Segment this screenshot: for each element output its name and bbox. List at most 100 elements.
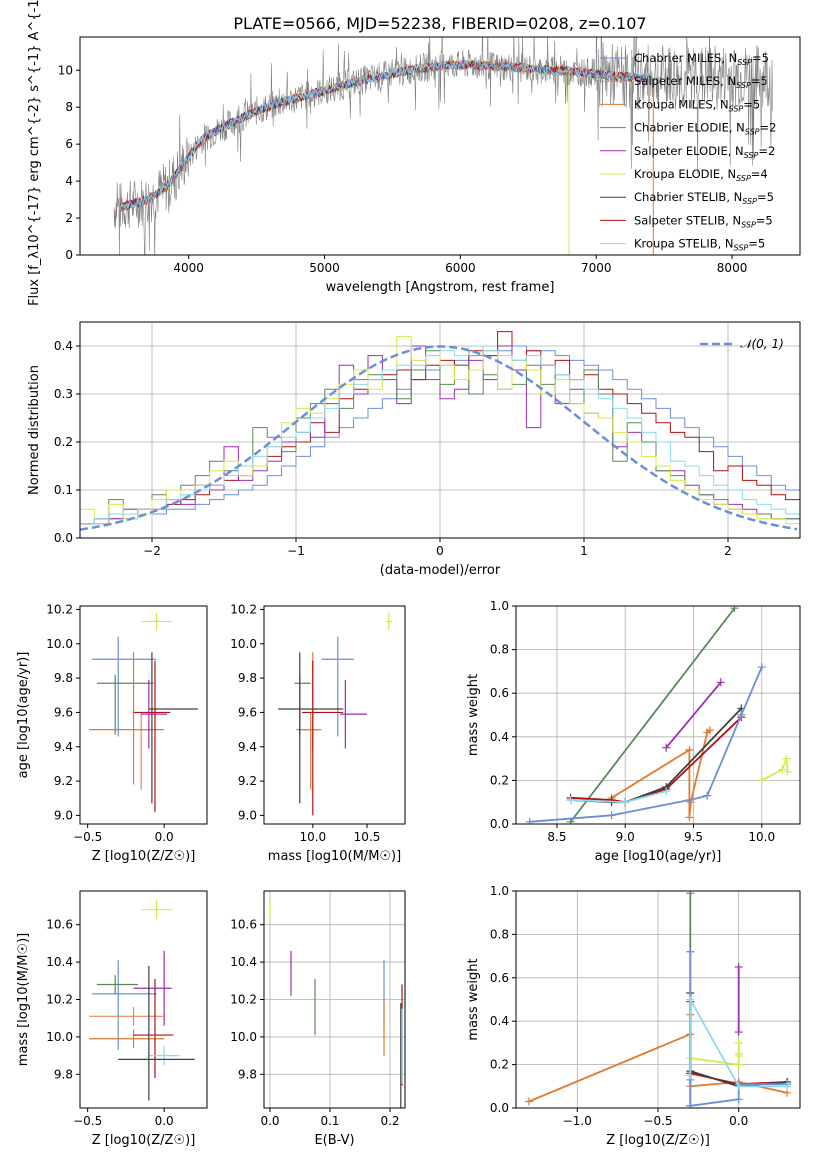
weight-marker-kroupa_stelib: [566, 796, 575, 805]
weight-marker-chabrier_miles: [685, 796, 694, 805]
y-tick-label: 10.4: [46, 955, 73, 969]
y-tick-label: 1.0: [490, 884, 509, 898]
y-tick-label: 4: [65, 174, 73, 188]
weight-marker-kroupa_stelib: [662, 787, 671, 796]
y-axis-label: mass [log10(M/M☉)]: [16, 933, 31, 1066]
chart-mass_vs_Z: −0.5 0.0 9.8 10.0 10.2 10.4 10.6 Z [log10(Z/Z☉)…: [16, 890, 208, 1148]
x-axis-label: mass [log10(M/M☉)]: [268, 849, 401, 864]
weight-marker-kroupa_stelib: [686, 1071, 695, 1080]
x-tick-label: 10.0: [299, 830, 326, 844]
spectrum-data: [113, 37, 773, 255]
weight-marker-kroupa_elodie: [757, 776, 766, 785]
weight-line-kroupa_stelib: [689, 996, 788, 1088]
legend-entry-label: Salpeter STELIB, NSSP=5: [634, 213, 773, 229]
weight-marker-kroupa_elodie: [783, 767, 792, 776]
y-tick-label: 10.2: [46, 993, 73, 1007]
plot-area: [80, 331, 800, 531]
y-tick-label: 6: [65, 137, 73, 151]
y-tick-label: 0: [65, 248, 73, 262]
y-tick-label: 0.4: [54, 339, 73, 353]
weight-marker-kroupa_miles: [524, 1097, 533, 1106]
x-tick-label: 8.5: [547, 830, 566, 844]
y-tick-label: 10.0: [230, 1030, 257, 1044]
axes-frame: [515, 605, 801, 825]
x-tick-label: 10.0: [748, 830, 775, 844]
y-tick-label: 9.8: [238, 1067, 257, 1081]
spectrum-model-kroupa_miles: [120, 60, 651, 211]
weight-marker-chabrier_elodie: [730, 606, 739, 613]
weight-line-kroupa_elodie: [690, 1042, 740, 1066]
weight-marker-salpeter_elodie: [734, 962, 743, 971]
x-tick-label: 0.0: [155, 1114, 174, 1128]
x-tick-label: −0.5: [73, 1114, 102, 1128]
x-tick-label: 4000: [173, 261, 204, 275]
x-axis-label: Z [log10(Z/Z☉)]: [92, 1133, 196, 1148]
chart-weight_vs_Z: −1.0 −0.5 0.0 0.0 0.2 0.4 0.6 0.8 1.0 Z [log10(Z/…: [466, 884, 801, 1148]
y-tick-label: 9.4: [54, 740, 73, 754]
plot-area: [269, 900, 403, 1108]
weight-marker-kroupa_miles: [685, 813, 694, 822]
weight-marker-chabrier_elodie: [686, 891, 695, 898]
y-tick-label: 0.2: [54, 435, 73, 449]
legend-entry-label: Kroupa MILES, NSSP=5: [634, 97, 760, 113]
weight-marker-kroupa_elodie: [734, 1051, 743, 1060]
y-tick-label: 10.2: [230, 602, 257, 616]
y-axis-label: mass weight: [466, 958, 481, 1040]
weight-marker-chabrier_miles: [757, 663, 766, 672]
y-axis-label: age [log10(age/yr)]: [16, 652, 31, 779]
y-tick-label: 9.4: [238, 740, 257, 754]
y-tick-label: 0.0: [490, 817, 509, 831]
weight-marker-salpeter_elodie: [662, 743, 671, 752]
y-tick-label: 0.2: [490, 1058, 509, 1072]
y-tick-label: 0.6: [490, 686, 509, 700]
y-tick-label: 9.6: [238, 705, 257, 719]
y-tick-label: 10.0: [46, 637, 73, 651]
x-axis-label: wavelength [Angstrom, rest frame]: [326, 280, 555, 295]
plot-area: [524, 891, 792, 1108]
y-tick-label: 9.0: [54, 808, 73, 822]
weight-marker-chabrier_miles: [686, 947, 695, 956]
weight-line-kroupa_miles: [611, 729, 711, 818]
y-tick-label: 0.4: [490, 1014, 509, 1028]
weight-marker-kroupa_miles: [685, 745, 694, 754]
weight-marker-chabrier_miles: [686, 1101, 695, 1108]
weight-line-salpeter_elodie: [665, 681, 722, 749]
x-tick-label: −1.0: [563, 1114, 592, 1128]
x-tick-label: 7000: [581, 261, 612, 275]
spectrum-model-salpeter_miles: [120, 59, 651, 209]
x-tick-label: 0.0: [155, 830, 174, 844]
y-tick-label: 0.8: [490, 643, 509, 657]
y-tick-label: 1.0: [490, 599, 509, 613]
weight-marker-chabrier_miles: [525, 817, 534, 824]
y-tick-label: 0.8: [490, 927, 509, 941]
x-tick-label: −0.5: [643, 1114, 672, 1128]
plot-area: [113, 37, 773, 255]
y-tick-label: 0.0: [54, 531, 73, 545]
x-tick-label: 0: [436, 544, 444, 558]
x-tick-label: −2: [143, 544, 161, 558]
chart-residuals: 𝒩(0, 1) −2 −1 0 1 2 0.0 0.1 0.2 0.3 0.4 (data-model…: [27, 321, 801, 578]
weight-marker-salpeter_elodie: [734, 1028, 743, 1037]
y-tick-label: 10.0: [230, 637, 257, 651]
legend-entry-label: Chabrier STELIB, NSSP=5: [634, 190, 774, 206]
spectrum-model-chabrier_miles: [120, 59, 651, 211]
x-tick-label: −0.5: [73, 830, 102, 844]
x-axis-label: age [log10(age/yr)]: [595, 849, 722, 864]
y-tick-label: 10: [58, 63, 73, 77]
figure-title: PLATE=0566, MJD=52238, FIBERID=0208, z=0…: [233, 14, 646, 33]
y-axis-label: mass weight: [466, 674, 481, 756]
chart-age_vs_mass: 10.0 10.5 9.0 9.2 9.4 9.6 9.8 10.0 10.2 mass [log…: [230, 602, 406, 864]
y-tick-label: 0.2: [490, 773, 509, 787]
y-tick-label: 0.6: [490, 971, 509, 985]
y-tick-label: 10.2: [46, 602, 73, 616]
weight-line-chabrier_miles: [529, 666, 763, 823]
x-tick-label: 2: [724, 544, 732, 558]
legend-entry-label: Salpeter MILES, NSSP=5: [634, 74, 768, 90]
histogram-kroupa_elodie: [80, 335, 800, 525]
weight-marker-chabrier_miles: [734, 1095, 743, 1104]
y-tick-label: 0.0: [490, 1101, 509, 1115]
y-tick-label: 2: [65, 211, 73, 225]
legend-entry-label: Chabrier MILES, NSSP=5: [634, 51, 769, 67]
spectrum-model-kroupa_stelib: [120, 60, 651, 210]
